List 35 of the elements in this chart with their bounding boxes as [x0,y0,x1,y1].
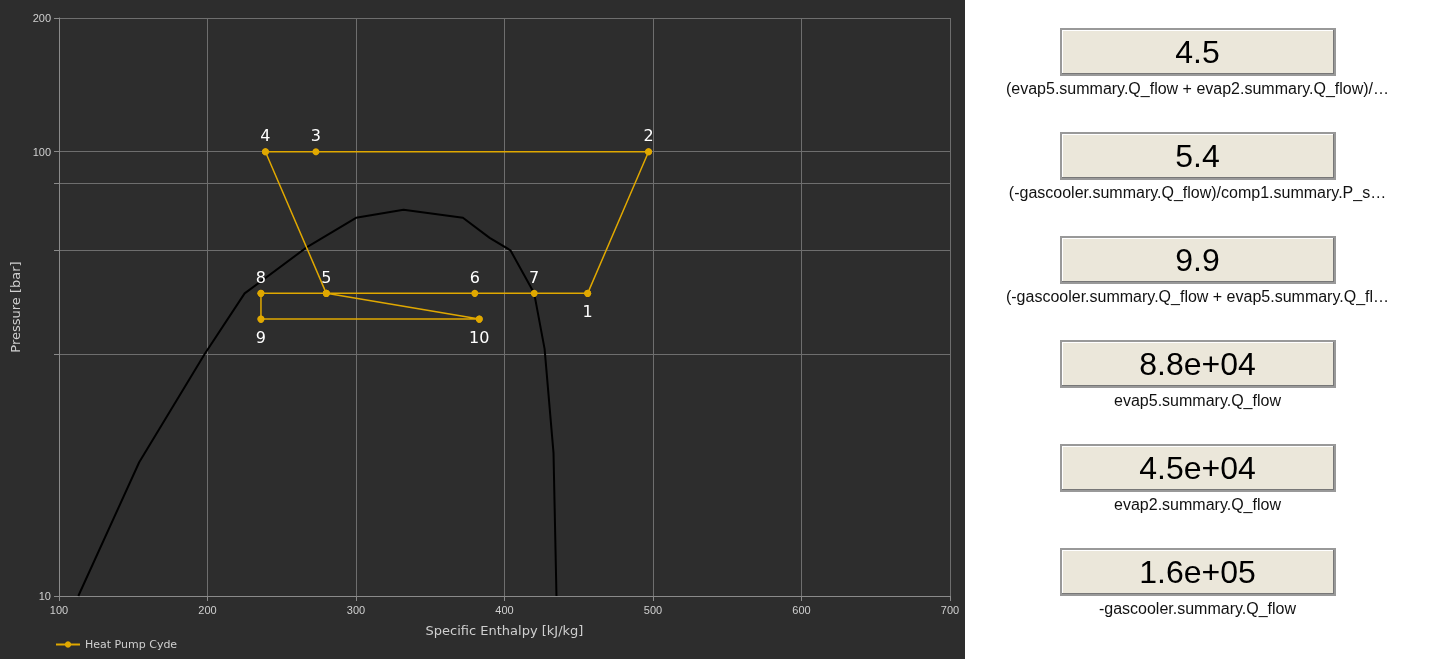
annotation: 3 [310,126,321,146]
x-tick-label: 200 [198,603,217,616]
x-tick-label: 300 [346,603,366,616]
text: (-gascooler.summary.Q_flow)/comp1.summary.P_s… [1008,184,1387,202]
y-tick-label: 100 [32,145,51,158]
text: 1.6e+05 [1059,548,1336,596]
annotation: 9 [255,327,267,347]
text: -gascooler.summary.Q_flow [1098,600,1297,618]
x-tick-label: 600 [792,603,811,616]
annotation: 1 [582,301,593,321]
annotation: 6 [469,267,480,287]
y-axis-title: Pressure [bar] [7,261,23,353]
x-tick-label: 700 [940,603,960,616]
y-tick-label: 10 [38,590,51,602]
x-tick-label: 100 [49,603,69,616]
x-axis-title: Specific Enthalpy [kJ/kg] [425,623,584,638]
annotation: 8 [255,267,267,287]
text: 4.5 [1059,28,1336,76]
annotation: 2 [643,126,654,146]
annotation: 4 [260,126,271,146]
text: 8.8e+04 [1059,340,1336,388]
text: evap2.summary.Q_flow [1114,496,1281,514]
y-tick-label: 200 [32,12,51,24]
text: 9.9 [1059,236,1336,284]
legend-label: Heat Pump Cyde [85,638,178,651]
annotation: 7 [529,267,540,287]
text: 5.4 [1059,132,1336,180]
annotation: 5 [321,267,332,287]
text: (-gascooler.summary.Q_flow + evap5.summary.Q_fl… [1005,288,1390,306]
x-tick-label: 400 [495,603,514,616]
text: evap5.summary.Q_flow [1114,392,1281,410]
annotation: 10 [469,327,490,347]
text: 4.5e+04 [1059,444,1336,492]
text: (evap5.summary.Q_flow + evap2.summary.Q_flow)/… [1005,80,1390,98]
x-tick-label: 500 [643,603,663,616]
